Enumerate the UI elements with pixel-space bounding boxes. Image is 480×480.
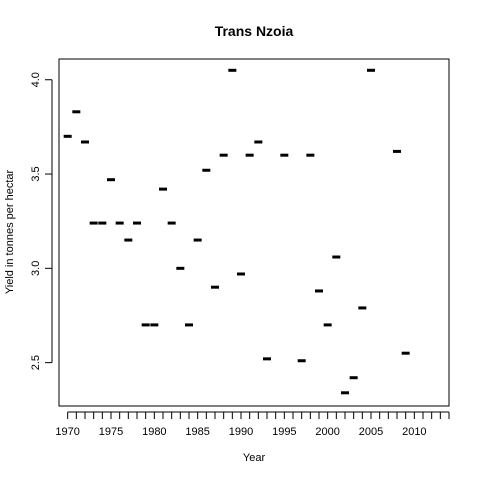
data-points — [63, 68, 410, 395]
y-tick-label: 3.0 — [30, 261, 42, 276]
y-tick-label: 4.0 — [30, 72, 42, 87]
x-tick-label: 1975 — [99, 426, 123, 438]
x-tick-label: 1980 — [142, 426, 166, 438]
x-axis-label: Year — [243, 452, 266, 464]
y-axis-label: Yield in tonnes per hectar — [4, 169, 16, 294]
x-tick-label: 2000 — [315, 426, 339, 438]
x-tick-label: 1970 — [55, 426, 79, 438]
x-tick-label: 1995 — [272, 426, 296, 438]
x-axis: 1970 1975 1980 1985 1990 1995 2000 2005 2010 — [55, 411, 450, 438]
y-tick-label: 3.5 — [30, 166, 42, 181]
x-tick-label: 1985 — [185, 426, 209, 438]
plot-frame — [58, 58, 450, 407]
y-axis: 2.5 3.0 3.5 4.0 — [30, 72, 53, 370]
chart-title: Trans Nzoia — [215, 23, 294, 39]
x-tick-label: 1990 — [229, 426, 253, 438]
x-tick-label: 2010 — [402, 426, 426, 438]
x-tick-label: 2005 — [359, 426, 383, 438]
y-tick-label: 2.5 — [30, 355, 42, 370]
